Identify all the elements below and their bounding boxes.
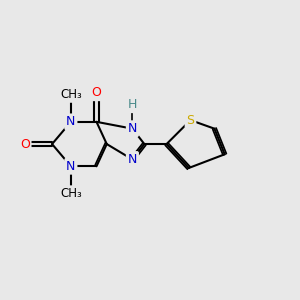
Text: CH₃: CH₃	[60, 88, 82, 101]
Text: N: N	[66, 160, 76, 173]
Text: N: N	[128, 122, 137, 135]
Text: N: N	[128, 153, 137, 166]
Text: O: O	[92, 86, 101, 99]
Text: H: H	[128, 98, 137, 111]
Text: CH₃: CH₃	[60, 187, 82, 200]
Text: S: S	[187, 114, 194, 127]
Text: O: O	[20, 138, 30, 151]
Text: N: N	[66, 115, 76, 128]
